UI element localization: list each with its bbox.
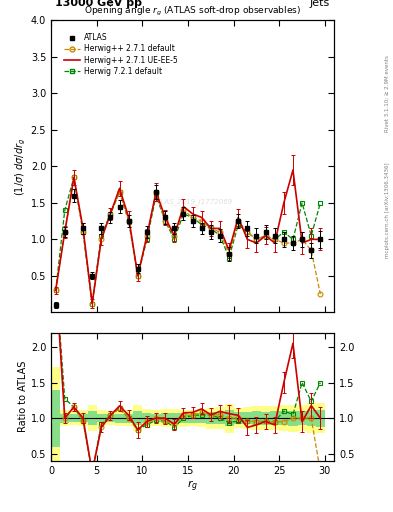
Bar: [234, 408, 243, 429]
Bar: [197, 409, 206, 427]
Bar: [161, 409, 170, 427]
Bar: [234, 413, 243, 424]
Bar: [161, 413, 170, 423]
Bar: [88, 406, 97, 431]
Bar: [97, 410, 106, 426]
Bar: [88, 411, 97, 425]
Text: mcplots.cern.ch [arXiv:1306.3436]: mcplots.cern.ch [arXiv:1306.3436]: [385, 162, 390, 258]
Bar: [279, 411, 288, 425]
Bar: [298, 406, 307, 431]
Legend: ATLAS, Herwig++ 2.7.1 default, Herwig++ 2.7.1 UE-EE-5, Herwig 7.2.1 default: ATLAS, Herwig++ 2.7.1 default, Herwig++ …: [61, 30, 181, 79]
Bar: [252, 411, 261, 425]
Bar: [124, 414, 133, 423]
Bar: [170, 413, 179, 423]
Bar: [133, 406, 142, 431]
Bar: [261, 412, 270, 424]
Bar: [316, 403, 325, 434]
Bar: [188, 410, 197, 426]
Bar: [97, 414, 106, 422]
Bar: [60, 414, 69, 423]
Bar: [206, 408, 215, 429]
Text: 13000 GeV pp: 13000 GeV pp: [55, 0, 142, 8]
Bar: [51, 390, 60, 446]
Bar: [51, 367, 60, 470]
Bar: [79, 410, 88, 426]
Bar: [179, 413, 188, 423]
Text: Opening angle $r_g$ (ATLAS soft-drop observables): Opening angle $r_g$ (ATLAS soft-drop obs…: [84, 5, 301, 17]
Text: Rivet 3.1.10; ≥ 2.9M events: Rivet 3.1.10; ≥ 2.9M events: [385, 55, 390, 132]
Bar: [307, 403, 316, 433]
Bar: [60, 410, 69, 426]
Bar: [170, 409, 179, 427]
Bar: [261, 407, 270, 430]
Bar: [106, 411, 115, 425]
Bar: [106, 414, 115, 422]
Bar: [316, 410, 325, 426]
Text: Jets: Jets: [310, 0, 330, 8]
Bar: [243, 407, 252, 429]
Bar: [151, 411, 161, 426]
Bar: [288, 411, 298, 425]
Bar: [215, 407, 224, 429]
Bar: [69, 414, 79, 422]
Bar: [133, 411, 142, 425]
Bar: [243, 412, 252, 424]
Bar: [224, 410, 234, 426]
Bar: [142, 409, 151, 428]
Bar: [206, 412, 215, 424]
Bar: [197, 413, 206, 423]
Bar: [288, 404, 298, 432]
X-axis label: $r_g$: $r_g$: [187, 478, 198, 494]
Bar: [79, 414, 88, 422]
Bar: [124, 410, 133, 426]
Bar: [215, 412, 224, 424]
Bar: [69, 411, 79, 425]
Bar: [252, 406, 261, 430]
Bar: [270, 411, 279, 425]
Bar: [298, 411, 307, 425]
Y-axis label: $(1/\sigma)\ d\sigma/dr_g$: $(1/\sigma)\ d\sigma/dr_g$: [13, 137, 28, 196]
Text: ATLAS_2019_I1772069: ATLAS_2019_I1772069: [152, 198, 233, 205]
Bar: [307, 410, 316, 426]
Bar: [270, 406, 279, 430]
Bar: [115, 414, 124, 422]
Bar: [188, 414, 197, 423]
Bar: [142, 413, 151, 423]
Bar: [279, 406, 288, 431]
Bar: [224, 404, 234, 433]
Bar: [179, 410, 188, 426]
Bar: [115, 410, 124, 426]
Y-axis label: Ratio to ATLAS: Ratio to ATLAS: [18, 361, 28, 433]
Bar: [151, 414, 161, 422]
